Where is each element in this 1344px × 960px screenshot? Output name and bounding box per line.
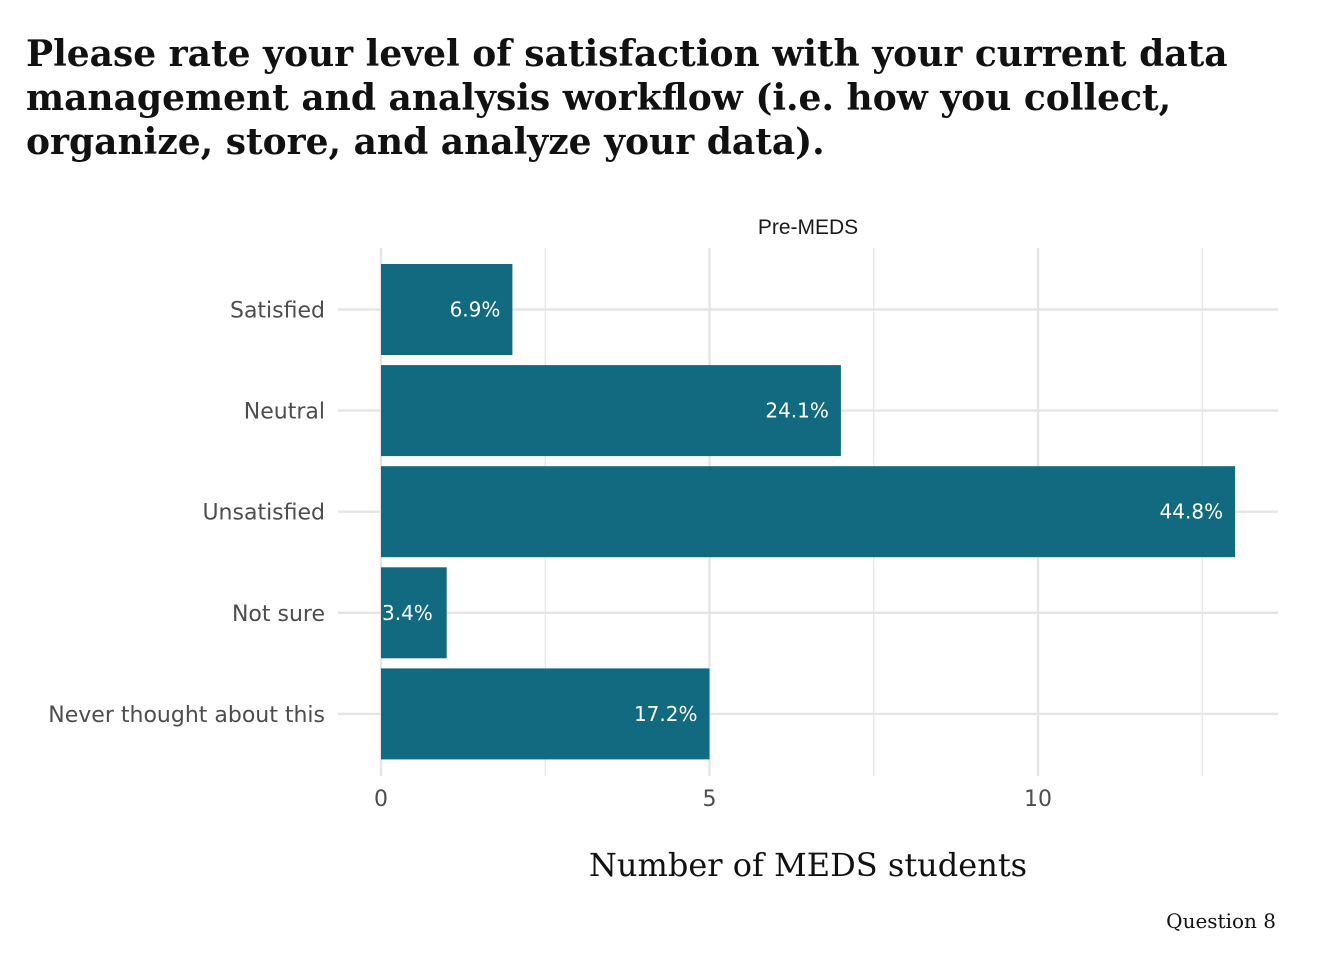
bar-unsatisfied — [381, 466, 1236, 558]
x-axis-title: Number of MEDS students — [589, 846, 1027, 884]
bar-neutral — [381, 365, 841, 457]
x-tick-label: 5 — [703, 787, 717, 812]
category-label: Not sure — [232, 602, 325, 627]
chart-title: Please rate your level of satisfaction w… — [26, 33, 1228, 163]
data-label: 44.8% — [1160, 500, 1224, 524]
bar-satisfied — [381, 264, 513, 355]
category-label: Satisfied — [230, 299, 325, 324]
x-tick-label: 0 — [374, 787, 388, 812]
caption: Question 8 — [1166, 909, 1276, 933]
x-tick-labels: 0 5 10 — [374, 787, 1052, 812]
data-labels: 6.9% 24.1% 44.8% 3.4% 17.2% — [382, 298, 1223, 726]
data-label: 3.4% — [382, 601, 433, 625]
bar-never-thought-about-this — [381, 668, 710, 760]
bars — [381, 264, 1236, 760]
facet-label: Pre-MEDS — [758, 216, 858, 239]
category-labels: Satisfied Neutral Unsatisfied Not sure Never… — [48, 299, 325, 728]
bar-not-sure — [381, 567, 447, 659]
data-label: 6.9% — [450, 298, 501, 322]
data-label: 17.2% — [634, 702, 698, 726]
category-label: Unsatisfied — [202, 501, 325, 526]
data-label: 24.1% — [765, 399, 829, 423]
category-label: Neutral — [244, 400, 325, 425]
category-label: Never thought about this — [48, 703, 325, 728]
x-tick-label: 10 — [1024, 787, 1052, 812]
